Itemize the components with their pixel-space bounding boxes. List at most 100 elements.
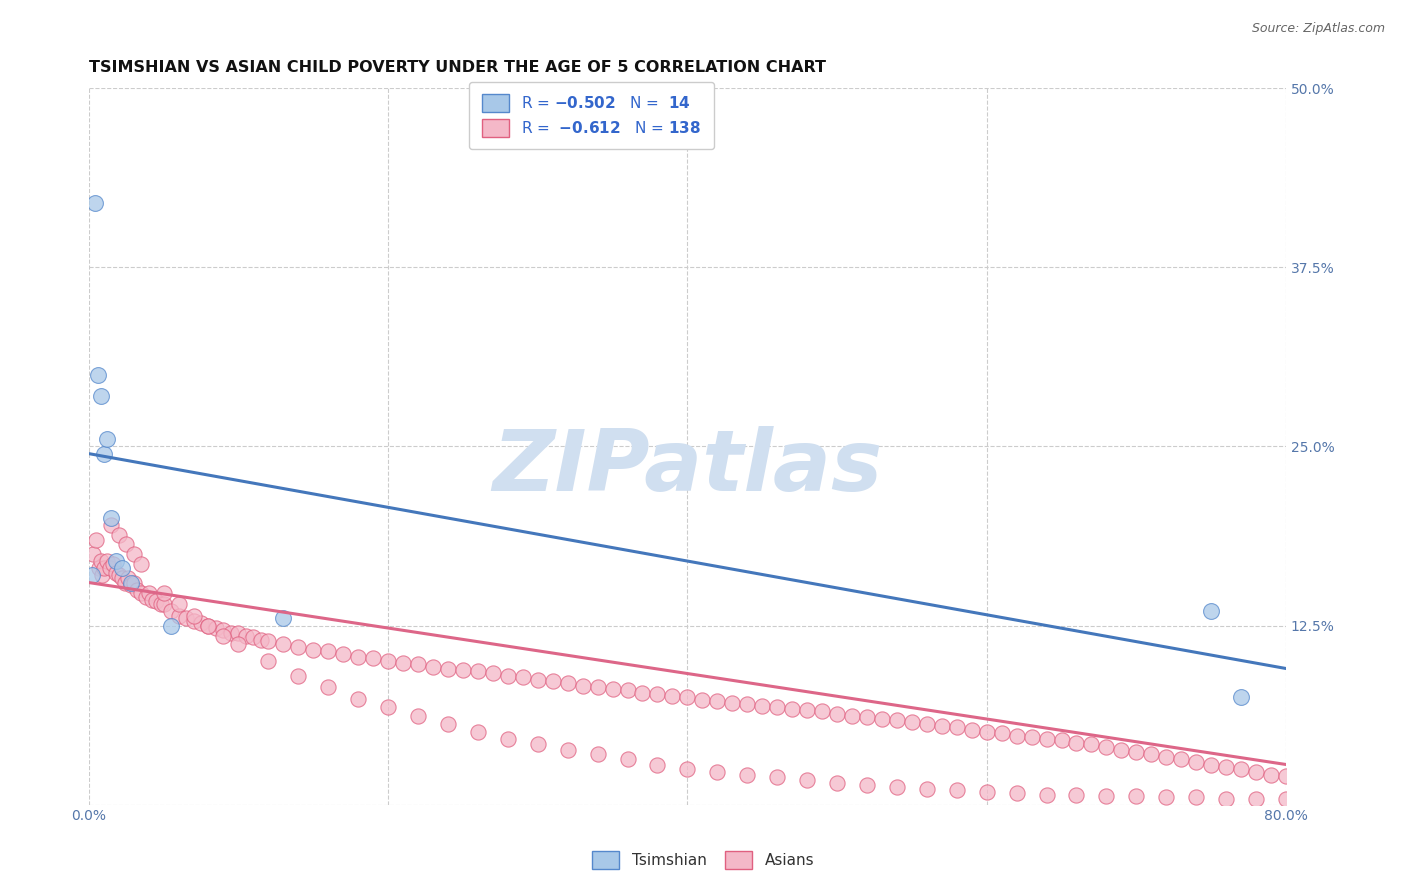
Point [149, 597, 172, 611]
Point [1035, 788, 1057, 802]
Point [152, 597, 174, 611]
Point [197, 618, 219, 632]
Point [1156, 750, 1178, 764]
Point [228, 637, 250, 651]
Point [1215, 760, 1237, 774]
Point [87, 368, 110, 382]
Point [870, 712, 893, 726]
Point [496, 668, 519, 682]
Point [125, 582, 148, 597]
Point [661, 689, 683, 703]
Point [1005, 729, 1028, 743]
Point [107, 568, 129, 582]
Point [287, 668, 309, 682]
Point [219, 625, 242, 640]
Point [1244, 764, 1267, 779]
Point [107, 528, 129, 542]
Point [1275, 792, 1298, 806]
Point [496, 731, 519, 746]
Point [1095, 789, 1118, 803]
Point [271, 611, 294, 625]
Point [129, 557, 152, 571]
Point [93, 561, 115, 575]
Point [886, 713, 908, 727]
Point [183, 614, 205, 628]
Point [347, 691, 370, 706]
Point [152, 585, 174, 599]
Point [945, 720, 967, 734]
Point [271, 637, 294, 651]
Point [586, 747, 609, 762]
Point [856, 710, 879, 724]
Point [93, 447, 115, 461]
Point [347, 650, 370, 665]
Point [316, 644, 339, 658]
Point [205, 621, 228, 635]
Point [1066, 788, 1088, 802]
Point [1125, 745, 1147, 759]
Point [98, 561, 121, 575]
Point [586, 680, 609, 694]
Point [1140, 747, 1163, 762]
Point [120, 578, 142, 592]
Point [90, 554, 112, 568]
Point [557, 676, 579, 690]
Point [100, 518, 122, 533]
Point [482, 665, 505, 680]
Point [1005, 786, 1028, 800]
Point [976, 785, 998, 799]
Point [287, 640, 309, 654]
Point [647, 757, 669, 772]
Point [512, 670, 534, 684]
Point [1185, 755, 1208, 769]
Point [129, 585, 152, 599]
Point [138, 585, 160, 599]
Point [825, 776, 848, 790]
Point [1095, 740, 1118, 755]
Point [676, 762, 699, 776]
Point [841, 708, 863, 723]
Point [856, 778, 879, 792]
Point [96, 554, 118, 568]
Point [1156, 790, 1178, 805]
Point [467, 665, 489, 679]
Point [111, 571, 134, 585]
Point [117, 571, 139, 585]
Point [90, 389, 112, 403]
Point [1230, 762, 1253, 776]
Legend: Tsimshian, Asians: Tsimshian, Asians [586, 845, 820, 875]
Point [183, 608, 205, 623]
Point [228, 625, 250, 640]
Point [706, 694, 728, 708]
Point [990, 726, 1012, 740]
Point [915, 717, 938, 731]
Point [1185, 790, 1208, 805]
Point [945, 783, 967, 797]
Point [145, 594, 167, 608]
Point [141, 592, 163, 607]
Point [96, 432, 118, 446]
Point [526, 738, 548, 752]
Point [780, 701, 803, 715]
Point [392, 656, 415, 670]
Point [115, 537, 138, 551]
Point [257, 654, 280, 668]
Point [104, 566, 127, 580]
Point [541, 674, 564, 689]
Point [960, 723, 983, 738]
Point [1244, 792, 1267, 806]
Point [706, 764, 728, 779]
Point [931, 719, 953, 733]
Text: Source: ZipAtlas.com: Source: ZipAtlas.com [1251, 22, 1385, 36]
Point [377, 700, 399, 714]
Point [91, 568, 114, 582]
Point [212, 623, 235, 637]
Point [915, 781, 938, 796]
Point [422, 660, 444, 674]
Point [796, 773, 818, 788]
Point [235, 629, 257, 643]
Point [735, 767, 758, 781]
Point [901, 714, 924, 729]
Text: TSIMSHIAN VS ASIAN CHILD POVERTY UNDER THE AGE OF 5 CORRELATION CHART: TSIMSHIAN VS ASIAN CHILD POVERTY UNDER T… [89, 60, 825, 75]
Point [1080, 738, 1102, 752]
